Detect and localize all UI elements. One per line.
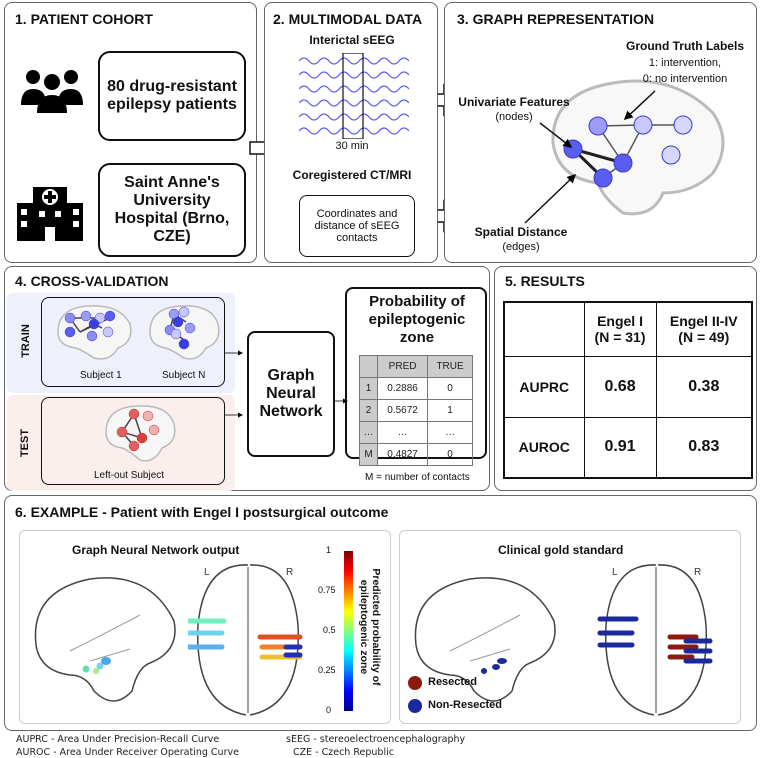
resected-legend-label: Resected <box>428 676 477 688</box>
gt-one: 1: intervention, <box>648 57 722 69</box>
panel-graph-representation: 3. GRAPH REPRESENTATION Ground Truth Lab… <box>444 2 757 263</box>
coords-box: Coordinates and distance of sEEG contact… <box>299 195 415 257</box>
colorbar-label: Predicted probability of epileptogenic z… <box>358 568 382 686</box>
svg-text:R: R <box>694 567 701 578</box>
brain-graph <box>551 79 725 216</box>
brain-left-out <box>105 405 176 462</box>
results-table: Engel I (N = 31) Engel II-IV (N = 49) AUPR… <box>503 301 753 479</box>
seeg-label: Interictal sEEG <box>309 33 395 47</box>
panel-title: 5. RESULTS <box>505 273 585 289</box>
hospital-icon <box>17 187 83 241</box>
right-label: R <box>286 567 293 578</box>
hospital-box: Saint Anne's University Hospital (Brno, … <box>98 163 246 257</box>
flow-arrows <box>225 350 348 418</box>
panel-title: 2. MULTIMODAL DATA <box>273 11 423 27</box>
panel-example: 6. EXAMPLE - Patient with Engel I postsu… <box>4 495 757 731</box>
train-box: Subject 1 Subject N <box>41 297 225 387</box>
table-header <box>359 355 378 378</box>
table-header: PRED <box>376 355 429 378</box>
subject-1-label: Subject 1 <box>80 370 122 381</box>
panel-title: 1. PATIENT COHORT <box>15 11 153 27</box>
panel-cross-validation: 4. CROSS-VALIDATION TRAIN TEST Subject 1… <box>4 266 490 491</box>
edges-label: (edges) <box>502 241 540 253</box>
colorbar-tick: 1 <box>326 545 332 555</box>
ctmri-label: Coregistered CT/MRI <box>292 168 412 182</box>
header-engel-2-4: Engel II-IV (N = 49) <box>655 301 753 357</box>
footnote-auroc: AUROC - Area Under Receiver Operating Cu… <box>16 747 239 758</box>
cohort-box: 80 drug-resistant epilepsy patients <box>98 51 246 141</box>
non-resected-legend-label: Non-Resected <box>428 699 502 711</box>
colorbar-tick: 0.75 <box>318 585 336 595</box>
colorbar-tick: 0 <box>326 705 332 715</box>
gt-zero: 0: no intervention <box>642 73 728 85</box>
table-row: AUPRC 0.68 0.38 <box>503 355 753 418</box>
train-label: TRAIN <box>19 324 32 358</box>
probability-box: Probability of epileptogenic zone PRED TR… <box>345 287 487 466</box>
footnote-auprc: AUPRC - Area Under Precision-Recall Curv… <box>16 734 220 745</box>
nodes-label: (nodes) <box>495 111 533 123</box>
brain-subject-1 <box>57 305 132 360</box>
uf-label: Univariate Features <box>458 95 570 109</box>
footnote-cze: CZE - Czech Republic <box>293 747 394 758</box>
table-row: 1 0.2886 0 <box>359 377 473 400</box>
brain-subject-n <box>149 305 220 360</box>
panel-title: 3. GRAPH REPRESENTATION <box>457 11 655 27</box>
brain-sagittal <box>34 577 176 702</box>
prediction-table: PRED TRUE 1 0.2886 0 2 0.5672 1 ……… M 0.4827 0 <box>359 355 473 466</box>
seeg-waveform <box>299 53 409 139</box>
contacts-note: M = number of contacts <box>365 472 470 483</box>
panel-title: 6. EXAMPLE - Patient with Engel I postsu… <box>15 504 389 520</box>
gnn-output-title: Graph Neural Network output <box>72 543 240 557</box>
panel-patient-cohort: 1. PATIENT COHORT 80 drug-resistant epil… <box>4 2 257 263</box>
colorbar-tick: 0.5 <box>323 625 336 635</box>
gt-title: Ground Truth Labels <box>625 39 744 53</box>
colorbar-tick: 0.25 <box>318 665 336 675</box>
brain-sagittal-gold <box>414 577 556 702</box>
colorbar <box>344 551 353 711</box>
footnote-seeg: sEEG - stereoelectroencephalography <box>286 734 466 745</box>
table-row: AUROC 0.91 0.83 <box>503 416 753 479</box>
gold-standard-title: Clinical gold standard <box>498 543 624 557</box>
probability-title: Probability of epileptogenic zone <box>368 293 466 346</box>
duration-label: 30 min <box>335 140 369 152</box>
subject-n-label: Subject N <box>162 370 206 381</box>
sd-label: Spatial Distance <box>474 225 568 239</box>
test-label: TEST <box>19 428 32 458</box>
table-row: 2 0.5672 1 <box>359 399 473 422</box>
left-label: L <box>204 567 210 578</box>
panel-title: 4. CROSS-VALIDATION <box>15 273 169 289</box>
non-resected-legend-dot <box>408 699 422 713</box>
header-engel-1: Engel I (N = 31) <box>583 301 657 357</box>
svg-text:L: L <box>612 567 618 578</box>
test-box: Left-out Subject <box>41 397 225 485</box>
table-row: ……… <box>359 421 473 444</box>
gnn-box: Graph Neural Network <box>247 331 335 457</box>
table-header: TRUE <box>427 355 473 378</box>
panel-multimodal-data: 2. MULTIMODAL DATA Interictal sEEG 30 mi… <box>264 2 438 263</box>
table-row: M 0.4827 0 <box>359 443 473 466</box>
panel-results: 5. RESULTS Engel I (N = 31) Engel II-IV (N… <box>494 266 757 491</box>
left-out-label: Left-out Subject <box>94 470 165 481</box>
resected-legend-dot <box>408 676 422 690</box>
pointer-arrows <box>524 90 656 224</box>
people-icon <box>21 70 83 113</box>
